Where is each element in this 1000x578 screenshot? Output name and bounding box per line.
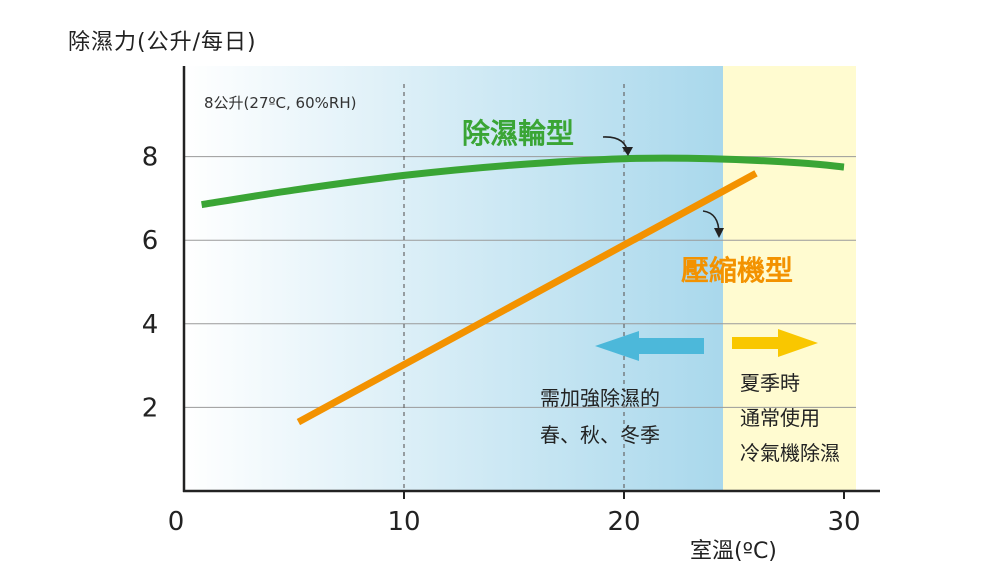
x-axis-label: 室溫(ºC) — [690, 539, 777, 564]
y-tick-label-8: 8 — [142, 143, 159, 173]
pointer-arrowhead-desiccant — [622, 147, 633, 156]
series-line-compressor — [296, 170, 758, 426]
right-season-zone — [723, 66, 856, 491]
x-tick-label-10: 10 — [387, 507, 420, 537]
x-tick-label-20: 20 — [607, 507, 640, 537]
reference-note: 8公升(27ºC, 60%RH) — [204, 94, 356, 112]
right-zone-text-0: 夏季時 — [740, 371, 800, 395]
y-tick-label-2: 2 — [142, 393, 159, 423]
y-tick-label-4: 4 — [142, 310, 159, 340]
right-zone-text-2: 冷氣機除濕 — [740, 441, 840, 465]
x-tick-label-30: 30 — [827, 507, 860, 537]
x-tick-label-0: 0 — [168, 507, 185, 537]
pointer-arrowhead-compressor — [714, 228, 724, 238]
series-label-desiccant: 除濕輪型 — [462, 117, 574, 150]
series-line-desiccant — [201, 154, 845, 209]
y-axis-label: 除濕力(公升/每日) — [68, 30, 257, 55]
right-zone-arrow — [732, 329, 818, 357]
left-zone-text-0: 需加強除濕的 — [540, 386, 660, 410]
left-zone-arrow — [595, 331, 704, 361]
series-label-compressor: 壓縮機型 — [681, 254, 793, 287]
y-tick-label-6: 6 — [142, 226, 159, 256]
right-zone-text-1: 通常使用 — [740, 406, 820, 430]
left-season-zone — [184, 66, 723, 491]
left-zone-text-1: 春、秋、冬季 — [540, 423, 660, 447]
